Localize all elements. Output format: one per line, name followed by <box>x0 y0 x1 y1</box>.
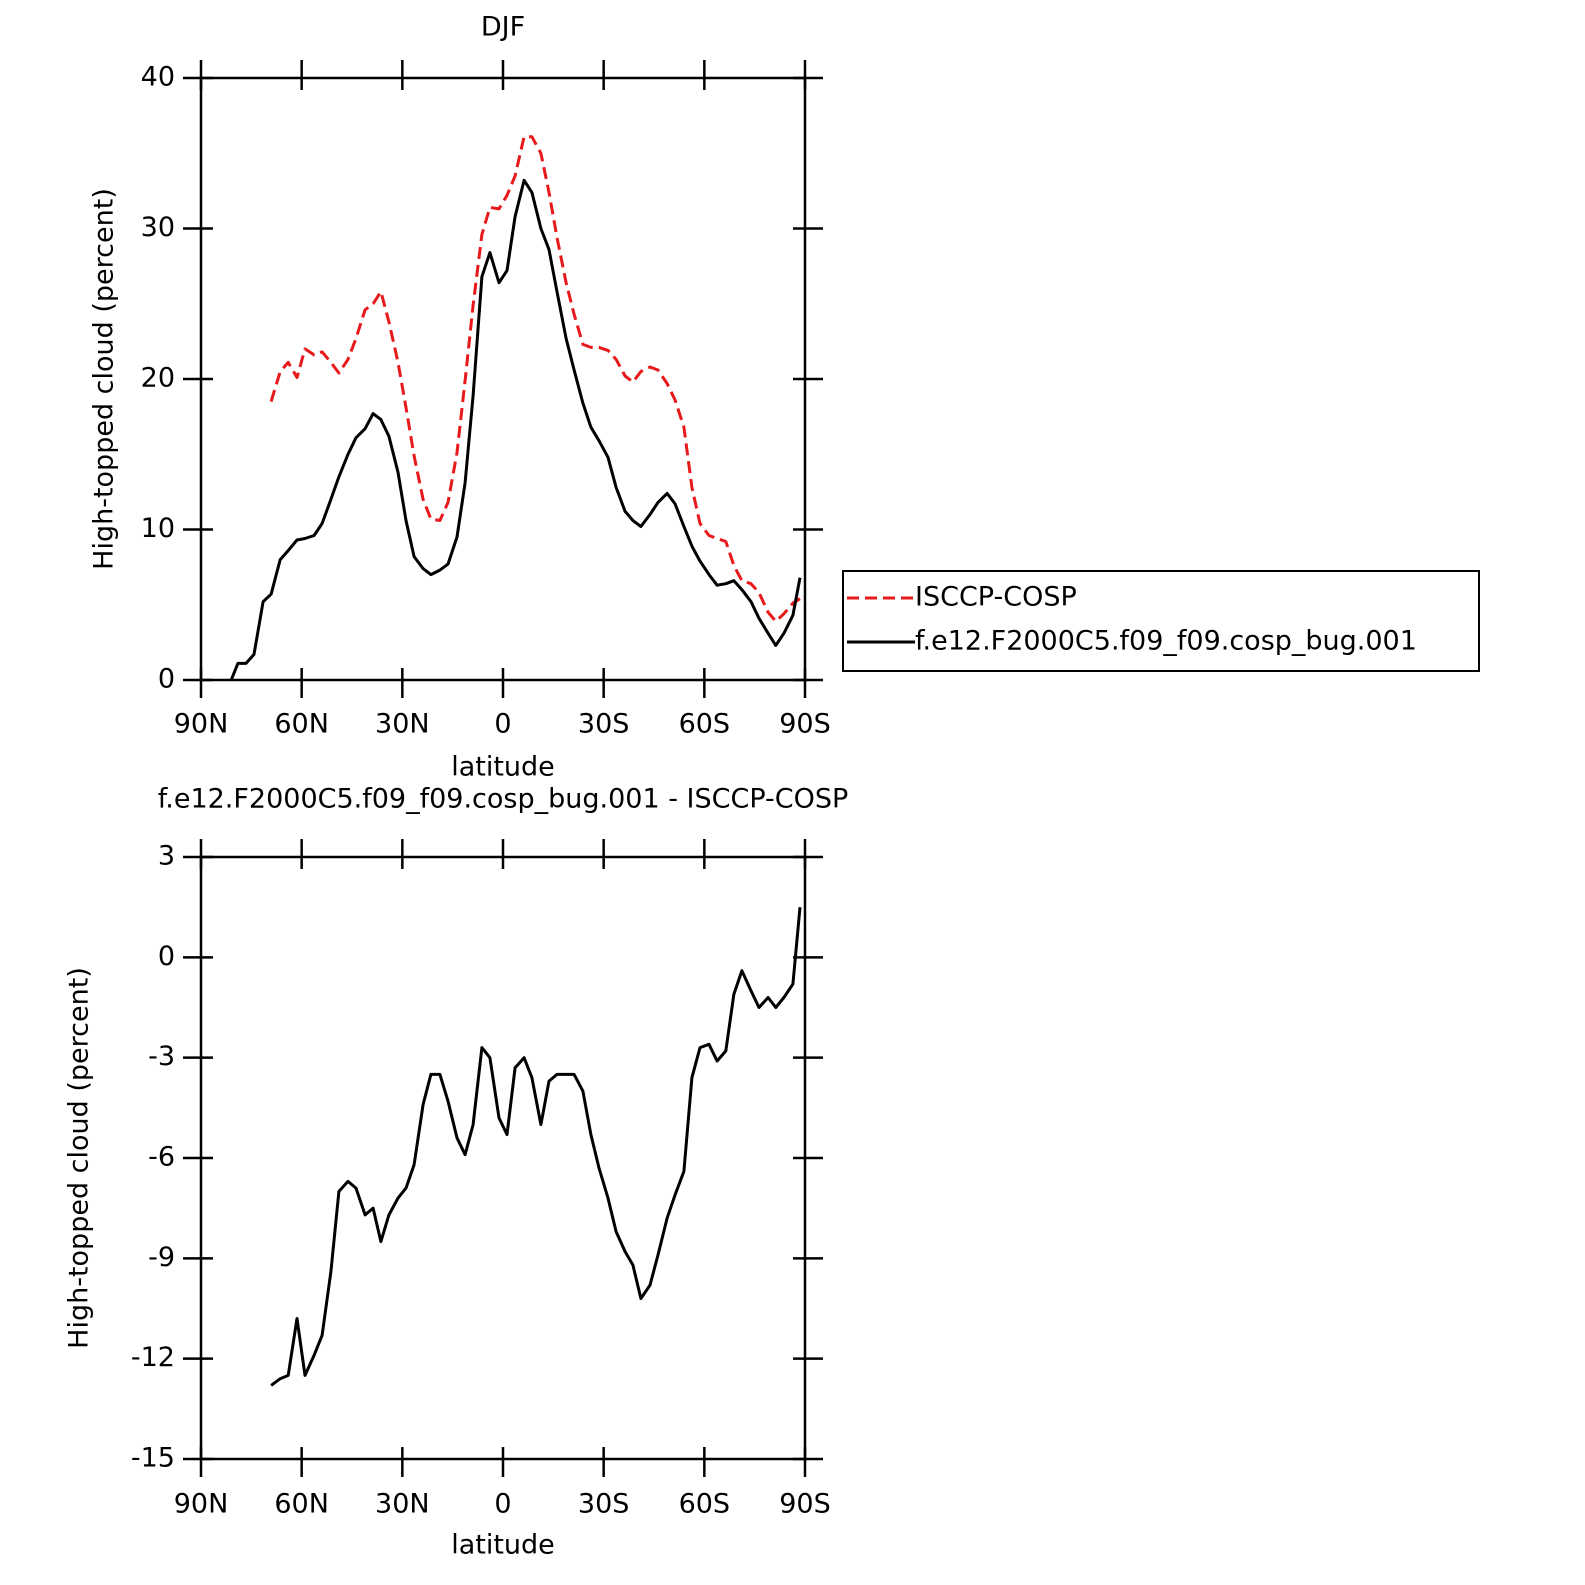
x-tick-label: 90S <box>779 709 831 740</box>
y-tick-label: -12 <box>131 1342 175 1373</box>
y-tick-label: 3 <box>158 841 175 872</box>
x-axis-label: latitude <box>451 752 555 783</box>
y-tick-label: 40 <box>141 62 175 93</box>
y-axis-label: High-topped cloud (percent) <box>89 188 120 570</box>
x-tick-label: 90N <box>174 709 229 740</box>
chart-title: DJF <box>481 12 525 43</box>
x-tick-label: 30S <box>578 1489 630 1520</box>
y-tick-label: -6 <box>148 1142 175 1173</box>
x-tick-label: 90S <box>779 1489 831 1520</box>
legend-box <box>842 570 1480 672</box>
data-line <box>229 178 802 681</box>
x-tick-label: 60S <box>679 1489 731 1520</box>
x-tick-label: 0 <box>494 709 511 740</box>
plot-frame <box>199 855 807 1461</box>
y-tick-label: 0 <box>158 941 175 972</box>
x-tick-label: 60N <box>274 709 329 740</box>
legend-label: f.e12.F2000C5.f09_f09.cosp_bug.001 <box>915 626 1417 657</box>
data-line <box>269 135 801 623</box>
plot-frame <box>199 76 807 682</box>
x-axis-label: latitude <box>451 1530 555 1561</box>
y-tick-label: 20 <box>141 363 175 394</box>
x-tick-label: 60S <box>679 709 731 740</box>
chart-title: f.e12.F2000C5.f09_f09.cosp_bug.001 - ISC… <box>158 784 849 815</box>
x-tick-label: 60N <box>274 1489 329 1520</box>
y-tick-label: -15 <box>131 1443 175 1474</box>
data-line <box>270 907 802 1387</box>
y-tick-label: 10 <box>141 513 175 544</box>
x-tick-label: 30N <box>375 709 430 740</box>
y-tick-label: 0 <box>158 664 175 695</box>
x-tick-label: 0 <box>494 1489 511 1520</box>
y-tick-label: -3 <box>148 1041 175 1072</box>
x-tick-label: 30N <box>375 1489 430 1520</box>
y-axis-label: High-topped cloud (percent) <box>64 967 95 1349</box>
y-tick-label: -9 <box>148 1242 175 1273</box>
x-tick-label: 30S <box>578 709 630 740</box>
x-tick-label: 90N <box>174 1489 229 1520</box>
y-tick-label: 30 <box>141 212 175 243</box>
legend-label: ISCCP-COSP <box>915 582 1077 613</box>
